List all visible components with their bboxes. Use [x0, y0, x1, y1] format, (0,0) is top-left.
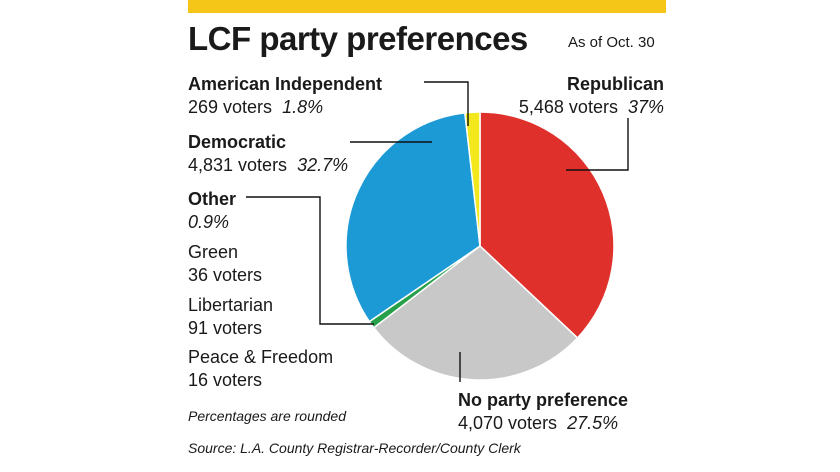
- label-other-name: Other: [188, 189, 237, 209]
- label-no-party-pct: 27.5%: [567, 413, 619, 433]
- as-of-date: As of Oct. 30: [568, 34, 655, 51]
- leader-other: [246, 196, 374, 325]
- slice-american-independent: [464, 111, 481, 247]
- label-no-party-name: No party preference: [458, 390, 629, 410]
- accent-bar: [188, 0, 666, 13]
- label-other-pct: 0.9%: [188, 212, 230, 232]
- rounding-note: Percentages are rounded: [188, 408, 346, 424]
- label-democratic-voters: 4,831 voters: [188, 155, 288, 175]
- label-republican-name: Republican: [566, 74, 664, 94]
- other-item-peace-freedom-name: Peace & Freedom: [188, 347, 334, 367]
- other-item-peace-freedom: Peace & Freedom 16 voters: [188, 346, 333, 392]
- label-american-independent-name: American Independent: [188, 74, 383, 94]
- leader-republican: [566, 118, 629, 171]
- label-other: Other 0.9%: [188, 188, 236, 234]
- slice-republican: [479, 111, 615, 340]
- other-item-green-voters: 36 voters: [188, 265, 263, 285]
- other-item-peace-freedom-voters: 16 voters: [188, 370, 263, 390]
- source-note: Source: L.A. County Registrar-Recorder/C…: [188, 440, 521, 456]
- label-republican: Republican 5,468 voters 37%: [519, 73, 664, 119]
- slice-democratic: [345, 112, 481, 323]
- other-item-green: Green 36 voters: [188, 241, 262, 287]
- other-item-libertarian: Libertarian 91 voters: [188, 294, 273, 340]
- other-item-libertarian-voters: 91 voters: [188, 318, 263, 338]
- label-republican-voters: 5,468 voters: [518, 97, 618, 117]
- label-american-independent-voters: 269 voters: [188, 97, 273, 117]
- label-democratic-name: Democratic: [188, 132, 287, 152]
- label-no-party-preference: No party preference 4,070 voters 27.5%: [458, 389, 628, 435]
- label-american-independent-pct: 1.8%: [282, 97, 324, 117]
- label-no-party-voters: 4,070 voters: [458, 413, 558, 433]
- other-item-green-name: Green: [188, 242, 239, 262]
- label-democratic-pct: 32.7%: [297, 155, 349, 175]
- label-american-independent: American Independent 269 voters 1.8%: [188, 73, 382, 119]
- label-democratic: Democratic 4,831 voters 32.7%: [188, 131, 348, 177]
- slice-no-party-preference: [372, 245, 579, 381]
- chart-title: LCF party preferences: [188, 20, 528, 57]
- leader-american-independent: [424, 81, 469, 126]
- label-republican-pct: 37%: [627, 97, 664, 117]
- other-item-libertarian-name: Libertarian: [188, 295, 274, 315]
